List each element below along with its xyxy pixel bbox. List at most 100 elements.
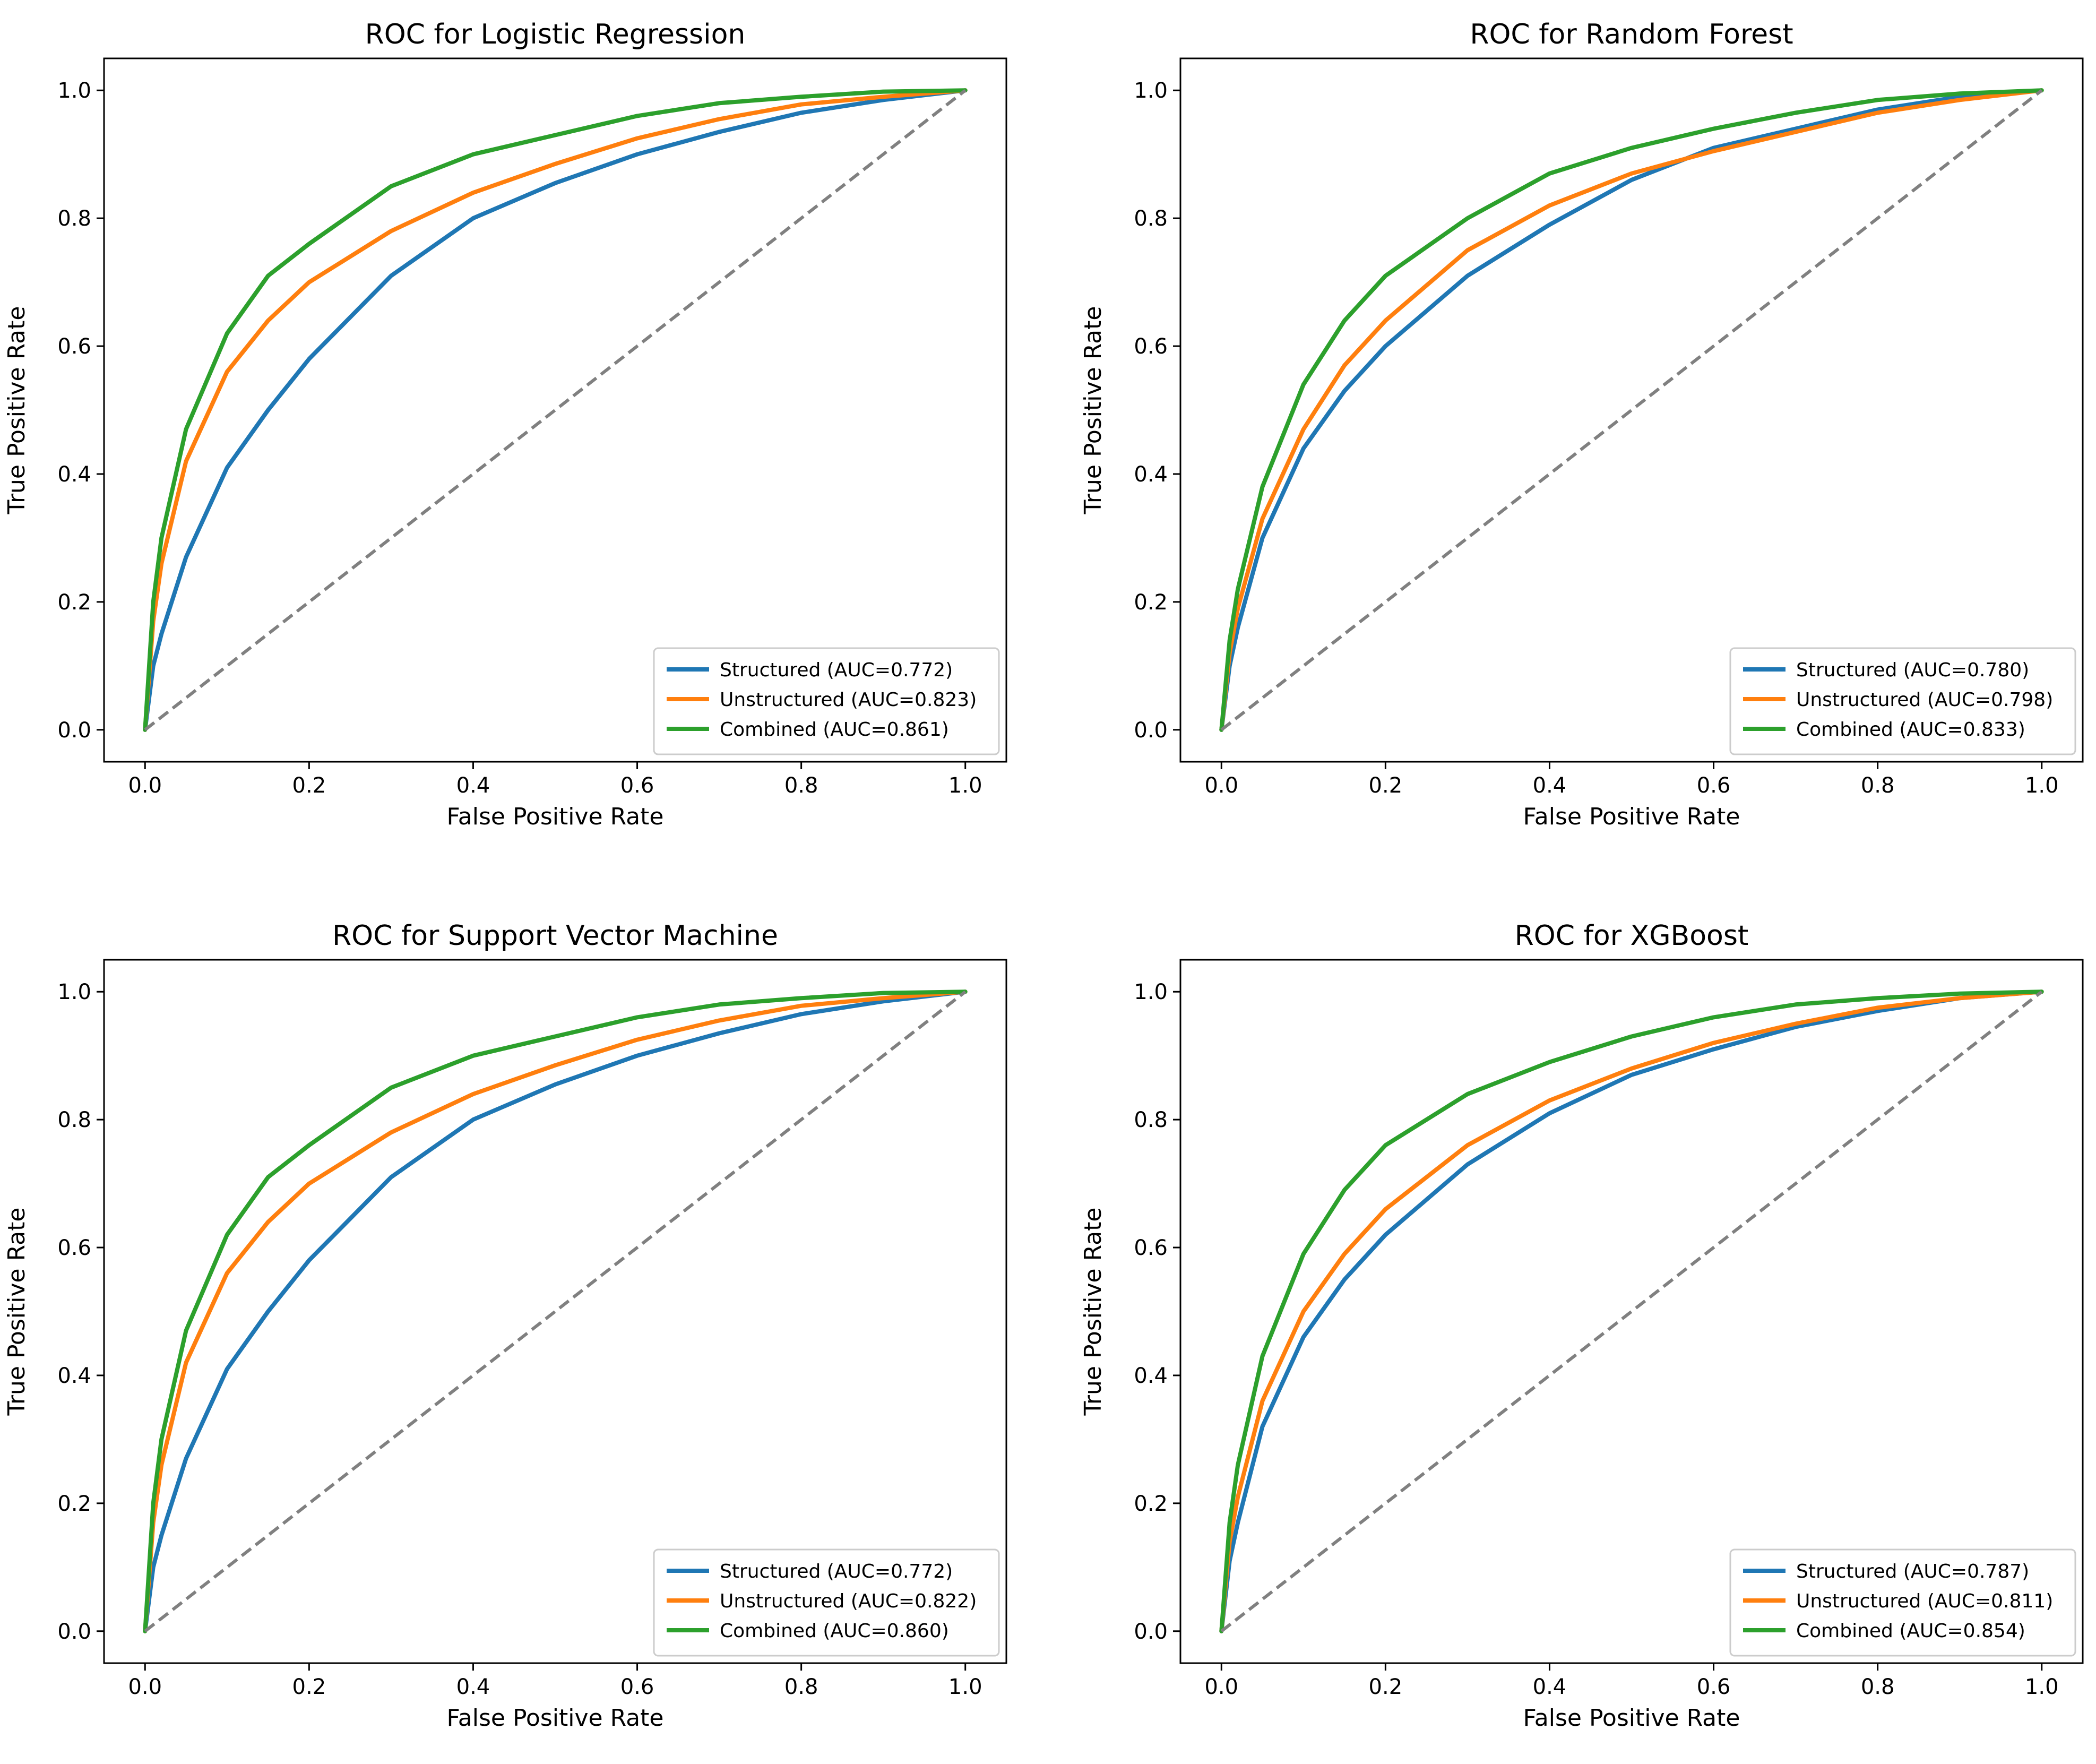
- y-tick-label: 0.0: [57, 718, 91, 743]
- y-tick-label: 0.2: [57, 590, 91, 615]
- y-axis-label: True Positive Rate: [1080, 1208, 1107, 1416]
- y-tick-label: 1.0: [1134, 79, 1168, 103]
- y-tick-label: 0.4: [1134, 1364, 1168, 1388]
- roc-panel-1: ROC for Random Forest 0.0 0.2 0.4 0.6 0.8 1.0 0…: [1080, 19, 2084, 830]
- series-line-combined: [143, 88, 968, 732]
- series-line-unstructured: [143, 88, 968, 732]
- y-tick-label: 1.0: [57, 980, 91, 1004]
- y-tick-label: 1.0: [1134, 980, 1168, 1004]
- y-tick-label: 0.0: [1134, 718, 1168, 743]
- series-line-unstructured: [1219, 989, 2044, 1633]
- y-axis-label: True Positive Rate: [3, 1208, 30, 1416]
- legend-label-structured: Structured (AUC=0.772): [720, 659, 953, 681]
- x-tick-label: 0.6: [620, 1675, 654, 1699]
- x-tick-label: 0.2: [292, 1675, 326, 1699]
- series-line-structured: [1219, 989, 2044, 1633]
- y-tick-label: 0.6: [1134, 334, 1168, 359]
- y-tick-label: 0.4: [57, 1364, 91, 1388]
- series-line-combined: [143, 989, 968, 1633]
- legend-box: [1729, 1548, 2076, 1657]
- x-tick-label: 0.2: [292, 773, 326, 798]
- x-tick-label: 0.0: [128, 773, 162, 798]
- x-tick-label: 0.6: [1697, 773, 1731, 798]
- y-tick-label: 0.2: [1134, 1492, 1168, 1516]
- x-tick-label: 0.4: [456, 1675, 490, 1699]
- legend-box: [1729, 647, 2076, 755]
- x-tick-label: 0.4: [1533, 773, 1567, 798]
- x-tick-label: 0.8: [784, 1675, 818, 1699]
- x-tick-label: 1.0: [948, 1675, 982, 1699]
- y-axis-label: True Positive Rate: [3, 306, 30, 515]
- y-tick-label: 0.4: [57, 462, 91, 487]
- series-line-unstructured: [1219, 88, 2044, 732]
- x-tick-label: 0.0: [1204, 773, 1238, 798]
- x-tick-label: 0.8: [784, 773, 818, 798]
- y-tick-label: 0.4: [1134, 462, 1168, 487]
- y-tick-label: 0.0: [57, 1620, 91, 1644]
- x-tick-label: 0.4: [1533, 1675, 1567, 1699]
- y-tick-label: 0.2: [1134, 590, 1168, 615]
- x-tick-label: 0.4: [456, 773, 490, 798]
- chance-diagonal-line: [1220, 990, 2043, 1633]
- legend-label-unstructured: Unstructured (AUC=0.798): [1796, 689, 2053, 711]
- series-line-combined: [1219, 989, 2044, 1633]
- chance-diagonal-line: [144, 990, 967, 1633]
- series-line-combined: [1219, 88, 2044, 732]
- chart-title: ROC for Random Forest: [1470, 19, 1793, 50]
- x-tick-label: 1.0: [2025, 1675, 2059, 1699]
- legend-label-unstructured: Unstructured (AUC=0.822): [720, 1590, 977, 1612]
- axes-frame: [1179, 959, 2084, 1664]
- y-tick-label: 0.8: [57, 1108, 91, 1132]
- roc-panel-2: ROC for Support Vector Machine 0.0 0.2 0.4 0…: [3, 920, 1007, 1732]
- legend-label-unstructured: Unstructured (AUC=0.823): [720, 689, 977, 711]
- series-line-structured: [143, 989, 968, 1633]
- x-tick-label: 0.8: [1861, 773, 1895, 798]
- legend: Structured (AUC=0.772) Unstructured (AUC=…: [653, 647, 1000, 755]
- x-axis-label: False Positive Rate: [447, 803, 664, 830]
- y-axis-label: True Positive Rate: [1080, 306, 1107, 515]
- legend-label-combined: Combined (AUC=0.833): [1796, 719, 2025, 741]
- legend-label-structured: Structured (AUC=0.787): [1796, 1561, 2029, 1582]
- chart-title: ROC for Logistic Regression: [365, 19, 746, 50]
- axes-frame: [1179, 57, 2084, 763]
- legend-label-unstructured: Unstructured (AUC=0.811): [1796, 1590, 2053, 1612]
- legend-label-combined: Combined (AUC=0.861): [720, 719, 949, 741]
- x-tick-label: 0.2: [1369, 1675, 1403, 1699]
- series-line-unstructured: [143, 989, 968, 1633]
- x-tick-label: 0.6: [620, 773, 654, 798]
- legend-label-combined: Combined (AUC=0.854): [1796, 1620, 2025, 1642]
- roc-panel-0: ROC for Logistic Regression 0.0 0.2 0.4 0.6 0…: [3, 19, 1007, 830]
- legend-box: [653, 1548, 1000, 1657]
- chart-title: ROC for Support Vector Machine: [332, 920, 778, 952]
- series-line-structured: [143, 88, 968, 732]
- legend: Structured (AUC=0.772) Unstructured (AUC=…: [653, 1548, 1000, 1657]
- x-tick-label: 0.0: [1204, 1675, 1238, 1699]
- chart-title: ROC for XGBoost: [1515, 920, 1749, 952]
- x-tick-label: 1.0: [2025, 773, 2059, 798]
- x-axis-label: False Positive Rate: [1523, 803, 1740, 830]
- x-tick-label: 0.8: [1861, 1675, 1895, 1699]
- y-tick-label: 0.8: [1134, 1108, 1168, 1132]
- legend-label-structured: Structured (AUC=0.780): [1796, 659, 2029, 681]
- series-line-structured: [1219, 88, 2044, 732]
- y-tick-label: 1.0: [57, 79, 91, 103]
- y-tick-label: 0.0: [1134, 1620, 1168, 1644]
- y-tick-label: 0.6: [57, 1236, 91, 1260]
- legend: Structured (AUC=0.787) Unstructured (AUC=…: [1729, 1548, 2076, 1657]
- y-tick-label: 0.6: [1134, 1236, 1168, 1260]
- chance-diagonal-line: [1220, 89, 2043, 732]
- y-tick-label: 0.8: [57, 206, 91, 231]
- legend-label-combined: Combined (AUC=0.860): [720, 1620, 949, 1642]
- chance-diagonal-line: [144, 89, 967, 732]
- x-tick-label: 0.6: [1697, 1675, 1731, 1699]
- x-tick-label: 1.0: [948, 773, 982, 798]
- axes-frame: [103, 57, 1007, 763]
- roc-panel-3: ROC for XGBoost 0.0 0.2 0.4 0.6 0.8 1.0 0.0 0.2 0…: [1080, 920, 2084, 1732]
- y-tick-label: 0.6: [57, 334, 91, 359]
- x-tick-label: 0.2: [1369, 773, 1403, 798]
- legend-label-structured: Structured (AUC=0.772): [720, 1561, 953, 1582]
- legend: Structured (AUC=0.780) Unstructured (AUC=…: [1729, 647, 2076, 755]
- x-axis-label: False Positive Rate: [447, 1705, 664, 1732]
